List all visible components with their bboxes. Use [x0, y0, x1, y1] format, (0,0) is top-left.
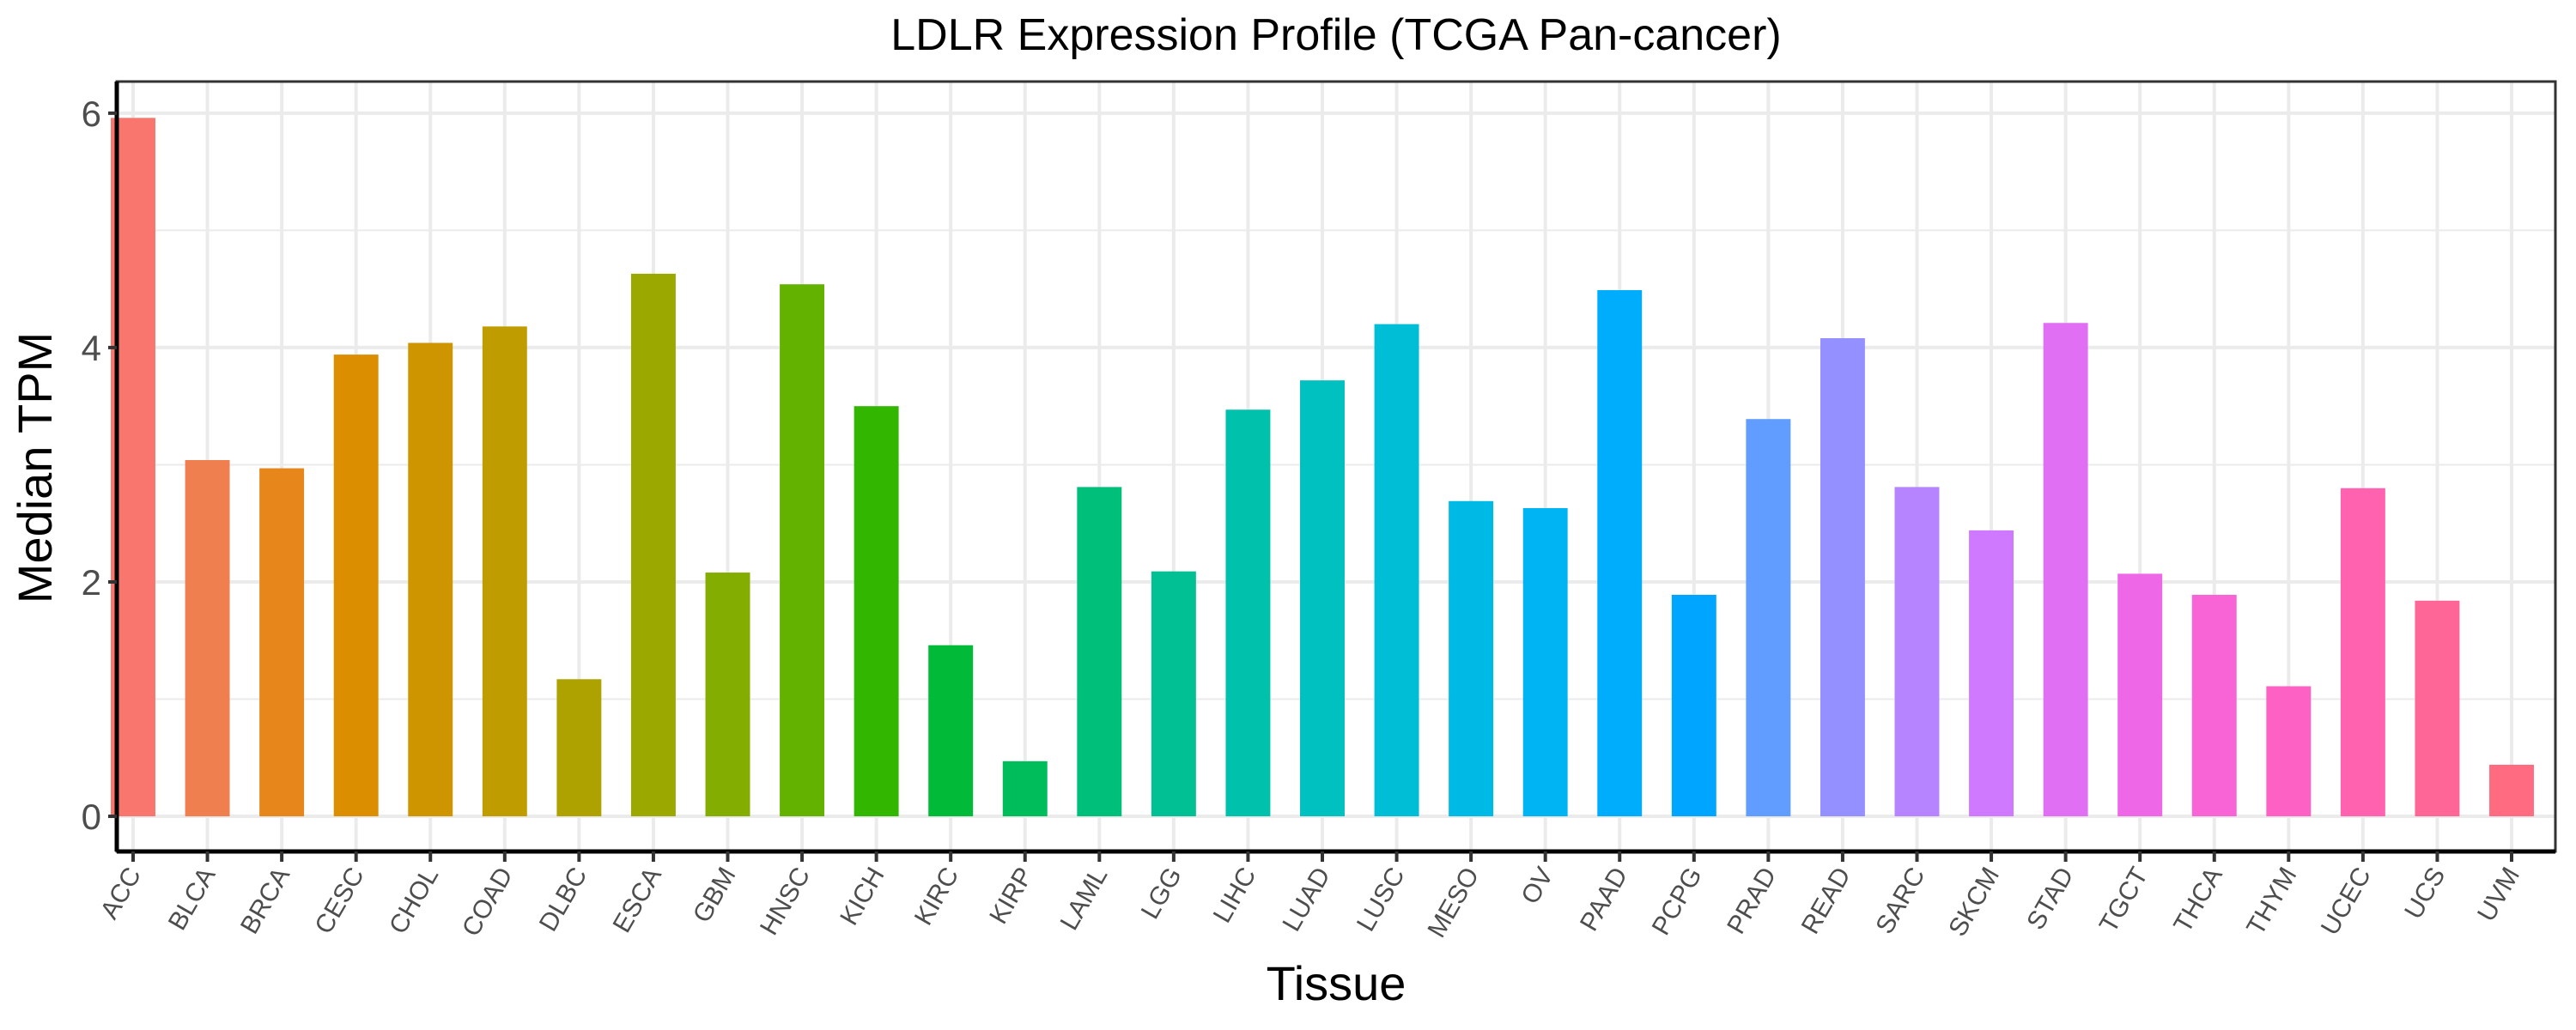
bar-ucec	[2340, 488, 2385, 817]
bar-kich	[854, 406, 899, 817]
bar-luad	[1300, 380, 1345, 817]
bar-sarc	[1894, 487, 1940, 817]
bar-gbm	[705, 573, 750, 817]
bar-hnsc	[780, 284, 825, 817]
bar-ov	[1522, 507, 1568, 817]
y-tick-label: 0	[82, 797, 101, 837]
bar-esca	[630, 273, 676, 817]
bar-stad	[2043, 323, 2088, 817]
bar-chol	[408, 342, 453, 817]
y-axis-title: Median TPM	[8, 332, 62, 603]
chart-title: LDLR Expression Profile (TCGA Pan-cancer…	[890, 10, 1782, 60]
bar-pcpg	[1671, 595, 1716, 817]
bar-thca	[2191, 595, 2237, 817]
bar-read	[1820, 338, 1865, 817]
bar-kirc	[928, 645, 974, 817]
bar-meso	[1449, 500, 1494, 817]
bar-brca	[259, 468, 305, 817]
y-tick-label: 6	[82, 94, 101, 134]
bar-kirp	[1002, 760, 1048, 817]
y-axis-ticks: 0 2 4 6	[82, 94, 117, 837]
bar-prad	[1746, 419, 1791, 817]
bar-blca	[185, 459, 230, 817]
bar-lihc	[1225, 409, 1271, 817]
axes	[114, 80, 2557, 854]
bar-laml	[1077, 487, 1122, 817]
bar-lgg	[1151, 571, 1196, 817]
bar-uvm	[2489, 764, 2534, 817]
bar-lusc	[1374, 324, 1419, 817]
bar-coad	[482, 326, 527, 817]
bar-tgct	[2117, 573, 2163, 817]
y-tick-label: 2	[82, 562, 101, 603]
bars	[111, 118, 2534, 817]
bar-ucs	[2415, 600, 2460, 817]
bar-cesc	[333, 354, 379, 817]
bar-thym	[2266, 686, 2312, 817]
bar-dlbc	[556, 679, 602, 817]
bar-skcm	[1969, 530, 2014, 817]
bar-paad	[1597, 290, 1643, 817]
y-tick-label: 4	[82, 328, 101, 368]
x-axis-title: Tissue	[1267, 956, 1406, 1010]
